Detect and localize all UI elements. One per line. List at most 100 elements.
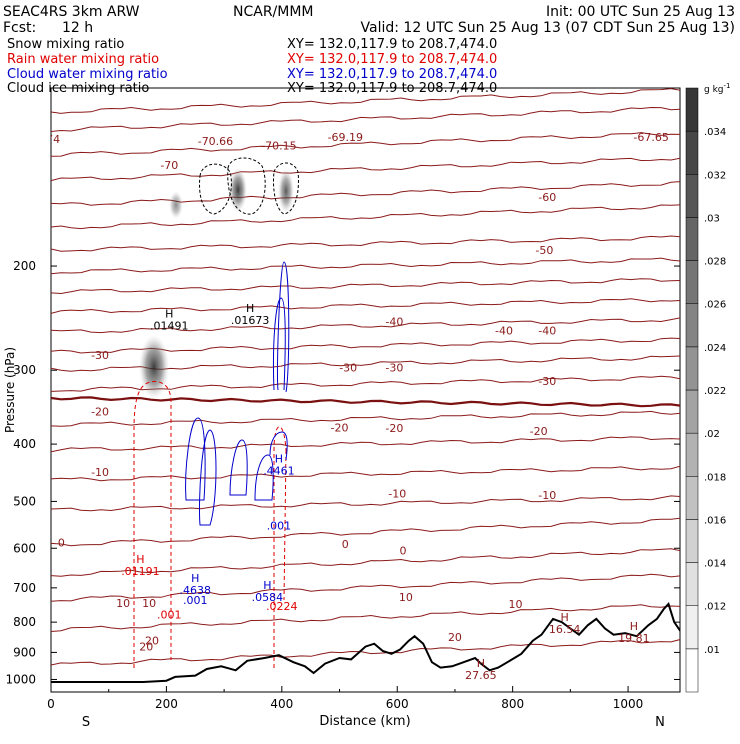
isotherm-label: -20 bbox=[331, 422, 349, 435]
x-tick-label: 400 bbox=[270, 697, 293, 711]
snow-blob bbox=[169, 191, 183, 219]
isotherm-label: 10 bbox=[142, 597, 156, 610]
colorbar-cell bbox=[685, 130, 699, 175]
x-tick-label: 0 bbox=[47, 697, 55, 711]
extremum-value: 19.81 bbox=[618, 632, 650, 645]
field-cloudwater-name: Cloud water mixing ratio bbox=[7, 67, 168, 82]
colorbar-label: .014 bbox=[704, 559, 726, 570]
extremum-value: .001 bbox=[183, 594, 208, 607]
field-cloudwater-xy: XY= 132.0,117.9 to 208.7,474.0 bbox=[287, 67, 497, 82]
isotherm bbox=[51, 157, 680, 182]
extremum-mark: H bbox=[136, 553, 144, 566]
temperature-isotherms bbox=[51, 88, 680, 666]
isotherm-label: -40 bbox=[385, 315, 403, 328]
isotherm-label: -30 bbox=[339, 362, 357, 375]
plot-area: -73.74 -70 -70.66 -70.15 -69.19 -67.65 -60 -50 -… bbox=[51, 88, 680, 683]
snow-blob bbox=[139, 335, 169, 399]
colorbar-cell bbox=[685, 562, 699, 606]
rain-contours bbox=[133, 381, 287, 668]
isotherm-label: 10 bbox=[399, 591, 413, 604]
plot-frame bbox=[50, 87, 681, 693]
colorbar-unit: g kg-1 bbox=[704, 82, 730, 95]
extremum-value: .001 bbox=[267, 520, 292, 533]
colorbar-cell bbox=[685, 346, 699, 391]
y-tick-label: 700 bbox=[13, 581, 36, 595]
colorbar-label: .012 bbox=[704, 602, 726, 613]
colorbar-label: .032 bbox=[704, 170, 726, 181]
zero-isotherm bbox=[51, 396, 680, 408]
cloud-ice-contours bbox=[199, 157, 299, 215]
extremum-mark: H bbox=[275, 453, 283, 466]
isotherm-label: 0 bbox=[342, 538, 349, 551]
isotherm bbox=[51, 88, 680, 114]
colorbar-label: .03 bbox=[704, 213, 720, 224]
colorbar-label: .02 bbox=[704, 429, 720, 440]
isotherm bbox=[51, 465, 680, 482]
model-title: SEAC4RS 3km ARW bbox=[3, 4, 140, 20]
isotherm bbox=[51, 548, 680, 577]
extremum-mark: H bbox=[246, 302, 254, 315]
isotherm-label: -10 bbox=[388, 488, 406, 501]
isotherm-label: -20 bbox=[91, 405, 109, 418]
isotherm-label: -10 bbox=[538, 489, 556, 502]
snow-blob bbox=[229, 168, 247, 212]
forecast-hours: 12 h bbox=[62, 20, 93, 36]
x-tick-label: 1000 bbox=[613, 697, 644, 711]
isotherm-label: -50 bbox=[535, 244, 553, 257]
colorbar-label: .034 bbox=[704, 127, 726, 138]
y-tick-label: 900 bbox=[13, 645, 36, 659]
isotherm-label: -40 bbox=[538, 324, 556, 337]
endpoint-right: N bbox=[655, 715, 665, 730]
extremum-value: .01491 bbox=[150, 319, 189, 332]
y-tick-label: 1000 bbox=[5, 672, 36, 686]
isotherm-label: 10 bbox=[509, 598, 523, 611]
endpoint-left: S bbox=[82, 715, 90, 730]
colorbar-label: .026 bbox=[704, 300, 726, 311]
y-tick-label: 300 bbox=[13, 363, 36, 377]
isotherm bbox=[51, 410, 680, 427]
terrain-profile bbox=[51, 601, 680, 683]
isotherm bbox=[51, 204, 680, 230]
extremum-value: .4638 bbox=[180, 584, 212, 597]
isotherm bbox=[51, 106, 680, 132]
isotherm bbox=[51, 573, 680, 602]
colorbar-label: .016 bbox=[704, 515, 726, 526]
snow-blob bbox=[278, 169, 294, 213]
extremum-mark: H bbox=[560, 611, 568, 624]
isotherm-label: 20 bbox=[139, 641, 153, 654]
colorbar-cell bbox=[685, 389, 699, 434]
x-tick-label: 600 bbox=[386, 697, 409, 711]
extremum-value: .001 bbox=[157, 608, 182, 621]
colorbar-cell bbox=[685, 605, 699, 650]
temperature-labels: -73.74 -70 -70.66 -70.15 -69.19 -67.65 -60 -50 -… bbox=[51, 131, 669, 654]
isotherm-label: 20 bbox=[448, 631, 462, 644]
colorbar-cell bbox=[685, 174, 699, 218]
y-tick-label: 200 bbox=[13, 259, 36, 273]
isotherm-label: -10 bbox=[91, 466, 109, 479]
isotherm bbox=[51, 436, 680, 453]
y-tick-label: 500 bbox=[13, 494, 36, 508]
colorbar-label: .018 bbox=[704, 472, 726, 483]
field-rain-name: Rain water mixing ratio bbox=[7, 52, 159, 67]
extrema-labels: H.01491H.01673H.4461.001H.01191H.4638.00… bbox=[121, 302, 649, 682]
colorbar-cell bbox=[685, 87, 699, 132]
isotherm bbox=[51, 257, 680, 275]
colorbar-cell bbox=[685, 217, 699, 261]
extremum-value: .0224 bbox=[266, 600, 298, 613]
colorbar-cell bbox=[685, 648, 699, 693]
colorbar: g kg-1 .01 .012 .014 .016 .018 .02 .022 .024 .02… bbox=[685, 82, 730, 693]
isotherm bbox=[51, 495, 680, 512]
isotherm-label: -70 bbox=[160, 159, 178, 172]
isotherm-label: -30 bbox=[385, 362, 403, 375]
y-tick-label: 800 bbox=[13, 615, 36, 629]
init-time: Init: 00 UTC Sun 25 Aug 13 bbox=[546, 4, 735, 20]
extremum-value: .01673 bbox=[231, 314, 270, 327]
colorbar-label: .024 bbox=[704, 343, 726, 354]
isotherm-label: -69.19 bbox=[328, 131, 363, 144]
isotherm bbox=[51, 604, 680, 632]
center-label: NCAR/MMM bbox=[233, 4, 314, 20]
extremum-mark: H bbox=[191, 572, 199, 585]
isotherm bbox=[51, 639, 680, 666]
